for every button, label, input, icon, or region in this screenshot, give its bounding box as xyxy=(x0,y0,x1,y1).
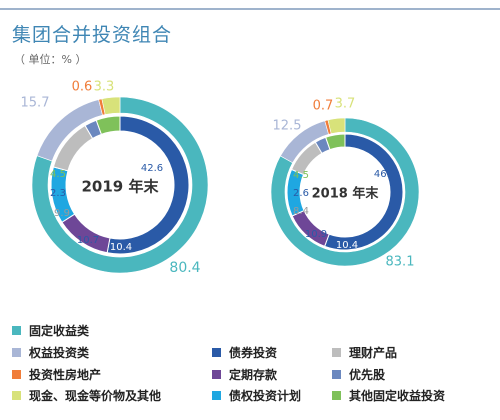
legend-item-preferred: 优先股 xyxy=(332,366,385,383)
outer-value-cash-2018: 3.7 xyxy=(335,97,356,112)
legend-swatch xyxy=(12,391,21,400)
outer-slice-cash-2019 xyxy=(101,96,121,115)
legend-item-debt_plan: 债权投资计划 xyxy=(212,387,301,404)
inner-value-term_deposit-2018: 10.4 xyxy=(336,240,358,251)
inner-value-wealth-2019: 9.9 xyxy=(54,208,70,219)
legend-item-wealth: 理财产品 xyxy=(332,344,397,361)
legend-item-real_estate: 投资性房地产 xyxy=(12,366,101,383)
outer-value-equity-2019: 15.7 xyxy=(21,96,50,111)
inner-value-debt_plan-2018: 10.9 xyxy=(305,229,327,240)
legend-label: 其他固定收益投资 xyxy=(349,389,446,403)
legend: 固定收益类权益投资类投资性房地产现金、现金等价物及其他 债券投资定期存款债权投资计… xyxy=(12,314,492,414)
outer-value-cash-2019: 3.3 xyxy=(94,80,115,95)
legend-label: 债券投资 xyxy=(229,346,278,360)
legend-item-other_fixed: 其他固定收益投资 xyxy=(332,387,445,404)
legend-swatch xyxy=(332,348,341,357)
legend-swatch xyxy=(332,370,341,379)
legend-label: 现金、现金等价物及其他 xyxy=(29,389,162,403)
legend-item-equity: 权益投资类 xyxy=(12,344,89,361)
legend-swatch xyxy=(12,370,21,379)
legend-item-bonds: 债券投资 xyxy=(212,344,277,361)
center-label-2019: 2019 年末 xyxy=(82,178,160,196)
legend-swatch xyxy=(12,348,21,357)
legend-label: 定期存款 xyxy=(229,368,278,382)
legend-swatch xyxy=(332,391,341,400)
inner-slice-other_fixed-2018 xyxy=(325,133,346,151)
top-rule xyxy=(0,8,500,10)
outer-value-fixed_income-2019: 80.4 xyxy=(169,260,200,276)
outer-value-fixed_income-2018: 83.1 xyxy=(386,255,415,270)
legend-item-term_deposit: 定期存款 xyxy=(212,366,277,383)
legend-label: 固定收益类 xyxy=(29,324,90,338)
legend-item-fixed_income: 固定收益类 xyxy=(12,322,89,339)
inner-value-bonds-2019: 42.6 xyxy=(141,163,163,174)
inner-value-bonds-2018: 46.3 xyxy=(374,169,396,180)
outer-slice-fixed_income-2018 xyxy=(270,117,420,267)
outer-value-equity-2018: 12.5 xyxy=(273,119,302,134)
outer-value-real_estate-2019: 0.6 xyxy=(72,80,93,95)
outer-slice-fixed_income-2019 xyxy=(31,96,209,274)
legend-label: 理财产品 xyxy=(349,346,398,360)
legend-swatch xyxy=(212,348,221,357)
inner-value-term_deposit-2019: 10.4 xyxy=(110,242,132,253)
inner-value-preferred-2019: 2.3 xyxy=(50,188,66,199)
outer-value-real_estate-2018: 0.7 xyxy=(313,99,334,114)
legend-swatch xyxy=(212,391,221,400)
legend-label: 投资性房地产 xyxy=(29,368,102,382)
inner-slice-other_fixed-2019 xyxy=(95,115,121,135)
page-title: 集团合并投资组合 xyxy=(12,24,173,46)
unit-label: （ 单位：% ） xyxy=(14,53,87,66)
center-label-2018: 2018 年末 xyxy=(312,186,380,202)
outer-slice-cash-2018 xyxy=(327,117,346,134)
legend-swatch xyxy=(12,326,21,335)
inner-value-wealth-2018: 8.4 xyxy=(293,206,309,217)
inner-value-other_fixed-2019: 4.5 xyxy=(50,169,66,180)
legend-label: 权益投资类 xyxy=(29,346,90,360)
legend-label: 优先股 xyxy=(349,368,386,382)
inner-value-other_fixed-2018: 4.5 xyxy=(293,170,309,181)
legend-label: 债权投资计划 xyxy=(229,389,302,403)
legend-item-cash: 现金、现金等价物及其他 xyxy=(12,387,161,404)
inner-value-debt_plan-2019: 10.7 xyxy=(77,235,99,246)
legend-swatch xyxy=(212,370,221,379)
inner-value-preferred-2018: 2.6 xyxy=(293,188,309,199)
